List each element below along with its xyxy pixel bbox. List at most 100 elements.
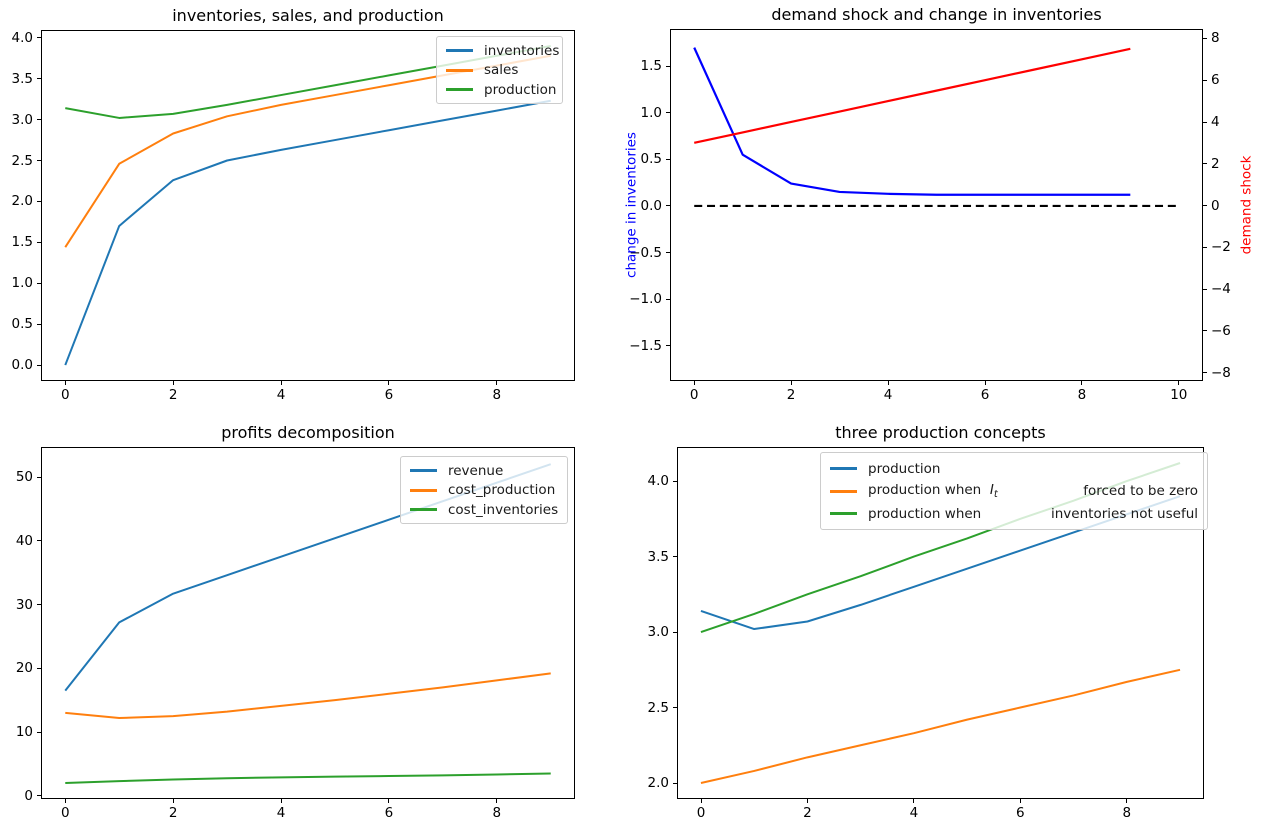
x-tick bbox=[913, 799, 915, 803]
y-tick bbox=[666, 345, 670, 347]
y-tick-label: 10 bbox=[15, 724, 33, 740]
chart-title-three-production-concepts: three production concepts bbox=[835, 423, 1046, 442]
plot-area-inventories-sales-production bbox=[41, 30, 575, 381]
cost_production-line bbox=[65, 672, 551, 720]
x-tick bbox=[280, 799, 282, 803]
right-y-tick bbox=[1203, 288, 1207, 290]
y-tick bbox=[666, 65, 670, 67]
y-tick bbox=[666, 158, 670, 160]
right-y-tick-label: −2 bbox=[1211, 239, 1231, 256]
legend-label: production bbox=[484, 81, 557, 98]
y-tick bbox=[666, 298, 670, 300]
y-tick-label: 1.0 bbox=[11, 275, 33, 292]
y-tick bbox=[37, 604, 41, 605]
y-tick-label: 4.0 bbox=[647, 473, 669, 490]
x-tick-label: 4 bbox=[883, 387, 893, 403]
plot-area-demand-shock-change-in-inventories bbox=[670, 29, 1203, 381]
right-y-tick-label: 4 bbox=[1211, 114, 1220, 130]
x-tick-label: 6 bbox=[384, 387, 394, 403]
legend-line-swatch bbox=[446, 49, 473, 52]
y-tick bbox=[37, 200, 41, 202]
y-tick-label: 3.0 bbox=[11, 111, 33, 128]
subplot-demand-shock-change-in-inventories bbox=[670, 29, 1203, 381]
legend-item: production bbox=[830, 461, 1198, 477]
right-y-tick-label: 8 bbox=[1211, 30, 1220, 47]
right-axis-label-demand-shock-change-in-inventories: demand shock bbox=[1238, 155, 1255, 255]
y-tick-label: 3.5 bbox=[11, 70, 33, 87]
x-tick bbox=[1019, 799, 1021, 803]
y-tick-label: 30 bbox=[15, 596, 33, 613]
right-y-tick bbox=[1203, 372, 1207, 374]
y-tick bbox=[673, 556, 677, 558]
y-tick-label: 4.0 bbox=[11, 29, 33, 46]
production-when-It-forced-to-be-zero-line bbox=[700, 668, 1181, 784]
axes-spines bbox=[41, 30, 575, 381]
y-tick bbox=[673, 480, 677, 482]
x-tick bbox=[887, 381, 889, 385]
y-tick bbox=[37, 540, 41, 542]
x-tick-label: 6 bbox=[384, 805, 394, 821]
y-tick-label: 50 bbox=[15, 469, 33, 485]
legend-item: production when inventories not useful bbox=[830, 506, 1198, 522]
x-tick bbox=[1126, 799, 1128, 803]
right-y-tick bbox=[1203, 163, 1207, 165]
y-tick-label: 3.5 bbox=[647, 548, 669, 565]
right-y-tick-label: 2 bbox=[1211, 155, 1220, 172]
x-tick-label: 0 bbox=[696, 805, 706, 821]
y-tick-label: −1.0 bbox=[629, 291, 662, 308]
legend-label: sales bbox=[484, 62, 519, 78]
chart-title-inventories-sales-production: inventories, sales, and production bbox=[172, 6, 444, 25]
y-tick-label: 1.0 bbox=[640, 104, 662, 121]
x-tick bbox=[496, 799, 498, 803]
x-tick-label: 10 bbox=[1170, 387, 1188, 403]
x-tick bbox=[700, 799, 702, 803]
legend-line-swatch bbox=[830, 467, 857, 470]
y-tick bbox=[37, 323, 41, 325]
legend-label: cost_inventories bbox=[448, 501, 559, 518]
right-y-tick bbox=[1203, 121, 1207, 123]
right-y-tick bbox=[1203, 37, 1207, 39]
legend-item: inventories bbox=[446, 43, 559, 59]
y-tick-label: 0.0 bbox=[11, 357, 33, 373]
y-tick bbox=[666, 112, 670, 114]
inventories-line bbox=[64, 99, 551, 366]
right-y-tick bbox=[1203, 205, 1207, 206]
x-tick bbox=[64, 799, 66, 803]
y-tick-label: 2.5 bbox=[647, 699, 669, 716]
legend-label-right: forced to be zero bbox=[1083, 483, 1198, 499]
y-tick bbox=[37, 731, 41, 733]
y-tick-label: 20 bbox=[15, 660, 33, 677]
change-in-inventories-line bbox=[693, 47, 1131, 196]
x-tick-label: 6 bbox=[1016, 805, 1025, 821]
y-tick bbox=[673, 631, 677, 633]
x-tick-label: 0 bbox=[61, 387, 70, 403]
right-y-tick bbox=[1203, 79, 1207, 81]
y-tick-label: −0.5 bbox=[629, 244, 662, 261]
x-tick-label: 8 bbox=[492, 805, 502, 821]
y-tick bbox=[37, 282, 41, 284]
y-tick-label: 2.5 bbox=[11, 152, 33, 169]
y-tick-label: 40 bbox=[15, 532, 33, 549]
x-tick-label: 4 bbox=[276, 805, 286, 821]
x-tick-label: 4 bbox=[909, 805, 919, 821]
y-tick bbox=[37, 364, 41, 366]
x-tick bbox=[1081, 381, 1083, 385]
y-tick-label: 1.5 bbox=[11, 234, 33, 251]
legend-item: cost_inventories bbox=[410, 502, 558, 518]
legend-line-swatch bbox=[830, 512, 857, 515]
y-tick bbox=[666, 205, 670, 207]
x-tick bbox=[388, 799, 390, 803]
legend-inventories-sales-production: inventories sales production bbox=[436, 36, 563, 104]
x-tick-label: 4 bbox=[276, 387, 286, 403]
axes-spines bbox=[41, 447, 575, 799]
legend-line-swatch bbox=[410, 488, 437, 492]
y-tick bbox=[673, 707, 677, 708]
legend-profits-decomposition: revenue cost_production cost_inventories bbox=[400, 456, 568, 524]
x-tick-label: 0 bbox=[61, 805, 70, 821]
x-tick bbox=[172, 381, 174, 385]
demand-shock-line bbox=[693, 47, 1131, 144]
y-tick bbox=[666, 252, 670, 253]
right-y-tick bbox=[1203, 246, 1207, 248]
right-y-tick-label: −8 bbox=[1211, 364, 1231, 381]
